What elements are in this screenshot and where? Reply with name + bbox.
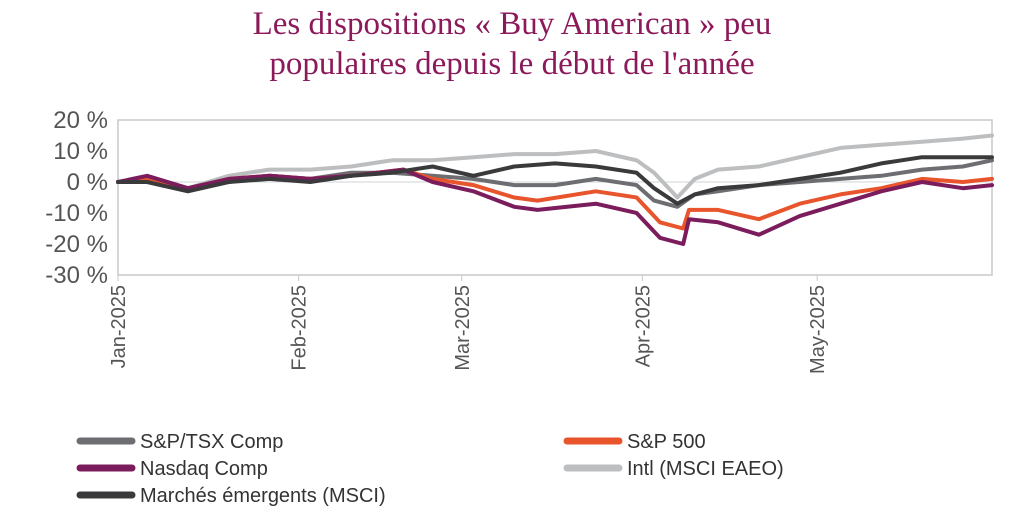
y-tick-label: -10 % xyxy=(45,200,108,227)
legend-item: Nasdaq Comp xyxy=(76,458,268,480)
legend-item: S&P/TSX Comp xyxy=(76,431,283,453)
x-tick-label: Mar-2025 xyxy=(452,285,474,371)
legend-item: Intl (MSCI EAEO) xyxy=(563,458,784,480)
series-line-3 xyxy=(116,133,994,200)
series-line-2 xyxy=(116,167,994,246)
legend-label: Intl (MSCI EAEO) xyxy=(627,458,784,480)
y-tick-label: 20 % xyxy=(53,107,108,134)
legend-label: Nasdaq Comp xyxy=(140,458,268,480)
chart-title: Les dispositions « Buy American » peu po… xyxy=(252,6,772,82)
legend-label: S&P 500 xyxy=(627,431,706,453)
legend-item: S&P 500 xyxy=(563,431,706,453)
legend-label: S&P/TSX Comp xyxy=(140,431,283,453)
y-tick-label: 0 % xyxy=(67,169,108,196)
series-line-4 xyxy=(116,155,994,206)
x-tick-label: Jan-2025 xyxy=(108,285,130,368)
x-tick-label: May-2025 xyxy=(807,285,829,374)
legend-label: Marchés émergents (MSCI) xyxy=(140,485,386,507)
plot-frame xyxy=(117,119,993,276)
y-tick-label: -30 % xyxy=(45,262,108,289)
y-tick-label: -20 % xyxy=(45,231,108,258)
y-tick-label: 10 % xyxy=(53,138,108,165)
x-tick-label: Apr-2025 xyxy=(632,285,654,367)
legend-item: Marchés émergents (MSCI) xyxy=(76,485,386,507)
x-tick-label: Feb-2025 xyxy=(289,285,311,371)
